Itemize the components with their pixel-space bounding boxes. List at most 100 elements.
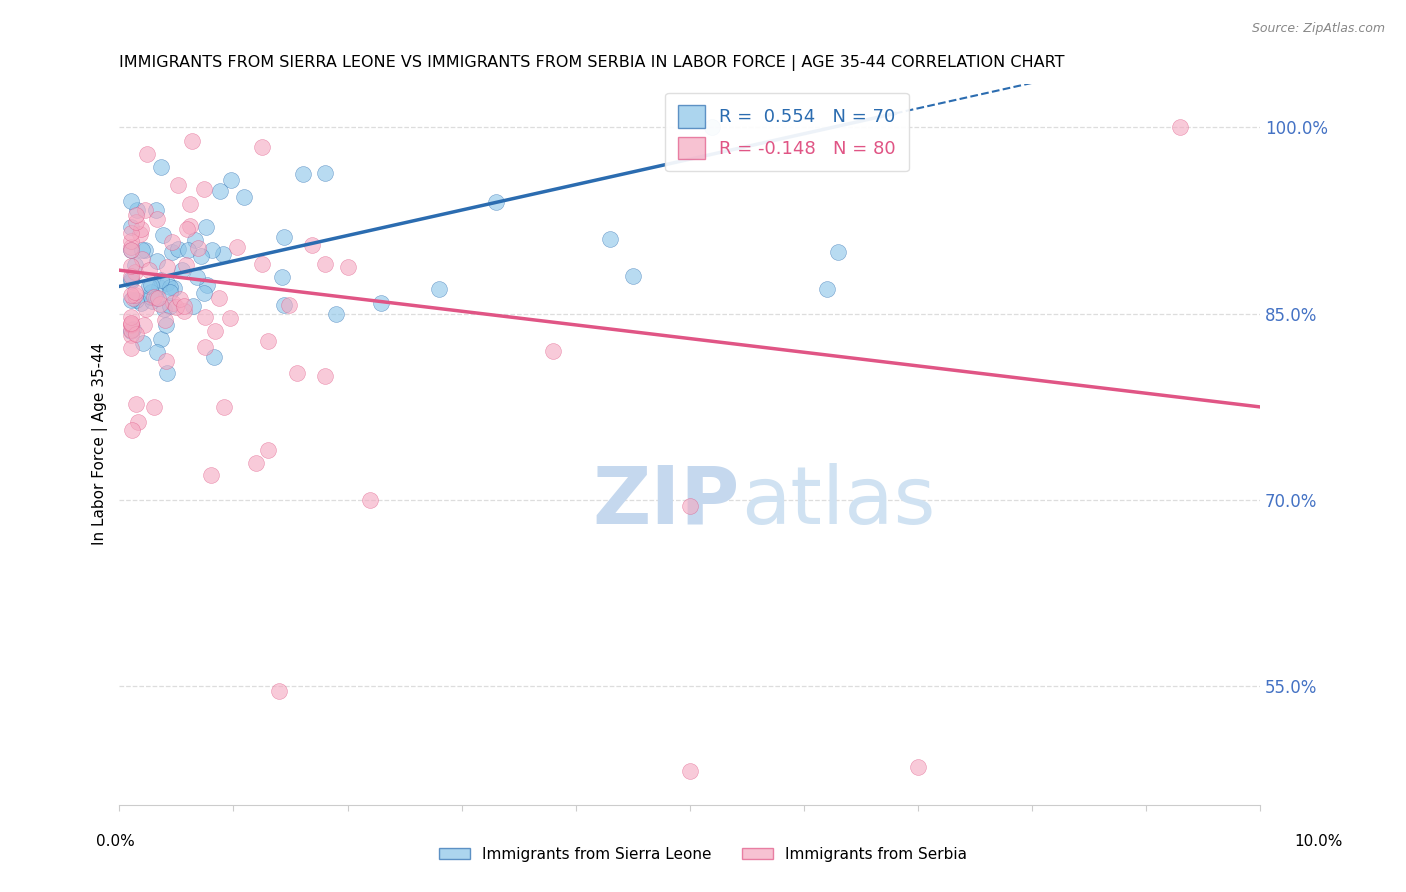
Point bbox=[159, 285, 181, 299]
Text: 0.0%: 0.0% bbox=[96, 834, 135, 848]
Point bbox=[143, 401, 166, 415]
Point bbox=[177, 243, 200, 257]
Point bbox=[120, 220, 142, 235]
Point bbox=[145, 211, 167, 226]
Point bbox=[127, 203, 149, 218]
Point bbox=[150, 161, 173, 175]
Point bbox=[167, 178, 190, 192]
Point bbox=[155, 354, 177, 368]
Point bbox=[273, 298, 295, 312]
Point bbox=[125, 397, 148, 411]
Point bbox=[679, 500, 702, 514]
Point bbox=[141, 285, 163, 299]
Point bbox=[138, 263, 160, 277]
Y-axis label: In Labor Force | Age 35-44: In Labor Force | Age 35-44 bbox=[93, 343, 108, 545]
Point bbox=[336, 260, 359, 274]
Point bbox=[124, 327, 146, 342]
Point bbox=[291, 168, 314, 182]
Point bbox=[599, 232, 621, 246]
Point bbox=[176, 222, 198, 236]
Point bbox=[156, 366, 179, 380]
Point bbox=[129, 295, 152, 310]
Point bbox=[173, 299, 195, 313]
Point bbox=[120, 293, 142, 308]
Point bbox=[153, 313, 176, 327]
Point bbox=[256, 443, 278, 458]
Point bbox=[124, 285, 146, 299]
Point bbox=[212, 246, 235, 260]
Point bbox=[149, 332, 172, 346]
Point bbox=[120, 226, 142, 240]
Point bbox=[207, 291, 229, 305]
Point bbox=[139, 277, 162, 292]
Point bbox=[139, 290, 162, 304]
Point bbox=[138, 279, 160, 293]
Point bbox=[145, 202, 167, 217]
Point bbox=[1168, 120, 1191, 135]
Point bbox=[121, 423, 143, 437]
Point bbox=[194, 341, 217, 355]
Point bbox=[120, 323, 142, 337]
Point bbox=[190, 249, 212, 263]
Point bbox=[181, 299, 204, 313]
Point bbox=[186, 269, 208, 284]
Title: IMMIGRANTS FROM SIERRA LEONE VS IMMIGRANTS FROM SERBIA IN LABOR FORCE | AGE 35-4: IMMIGRANTS FROM SIERRA LEONE VS IMMIGRAN… bbox=[120, 55, 1064, 71]
Point bbox=[131, 252, 153, 266]
Point bbox=[120, 316, 142, 330]
Point bbox=[128, 227, 150, 241]
Point bbox=[250, 140, 273, 154]
Point bbox=[159, 280, 181, 294]
Point bbox=[165, 300, 187, 314]
Point bbox=[827, 244, 849, 259]
Point bbox=[208, 184, 231, 198]
Point bbox=[702, 120, 724, 135]
Point bbox=[153, 301, 176, 316]
Point bbox=[149, 297, 172, 311]
Point bbox=[125, 208, 148, 222]
Point bbox=[273, 229, 295, 244]
Point bbox=[257, 334, 280, 348]
Point bbox=[131, 244, 153, 258]
Point bbox=[124, 288, 146, 302]
Point bbox=[181, 134, 204, 148]
Legend: R =  0.554   N = 70, R = -0.148   N = 80: R = 0.554 N = 70, R = -0.148 N = 80 bbox=[665, 93, 908, 171]
Point bbox=[815, 282, 838, 296]
Point bbox=[131, 222, 153, 236]
Text: atlas: atlas bbox=[741, 463, 935, 541]
Point bbox=[156, 260, 179, 275]
Point bbox=[173, 304, 195, 318]
Point bbox=[219, 311, 242, 326]
Point bbox=[301, 237, 323, 252]
Point bbox=[285, 366, 308, 380]
Point bbox=[169, 292, 191, 306]
Point bbox=[179, 219, 201, 234]
Point bbox=[120, 240, 142, 254]
Point bbox=[179, 197, 201, 211]
Point bbox=[172, 262, 194, 277]
Point bbox=[141, 293, 163, 308]
Point bbox=[145, 291, 167, 305]
Point bbox=[135, 147, 157, 161]
Point bbox=[120, 259, 142, 273]
Text: Source: ZipAtlas.com: Source: ZipAtlas.com bbox=[1251, 22, 1385, 36]
Point bbox=[204, 324, 226, 338]
Point bbox=[245, 456, 267, 470]
Point bbox=[152, 227, 174, 242]
Point bbox=[314, 368, 336, 383]
Point bbox=[202, 350, 225, 364]
Point bbox=[278, 298, 301, 312]
Point bbox=[541, 343, 564, 358]
Point bbox=[485, 194, 508, 209]
Point bbox=[162, 296, 184, 310]
Point bbox=[427, 282, 450, 296]
Point bbox=[120, 194, 142, 208]
Point bbox=[120, 341, 142, 355]
Point bbox=[132, 318, 155, 332]
Point bbox=[166, 242, 188, 256]
Point bbox=[314, 257, 336, 271]
Text: 10.0%: 10.0% bbox=[1295, 834, 1343, 848]
Point bbox=[359, 493, 381, 508]
Point bbox=[193, 182, 215, 196]
Point bbox=[122, 322, 145, 336]
Point bbox=[200, 468, 222, 483]
